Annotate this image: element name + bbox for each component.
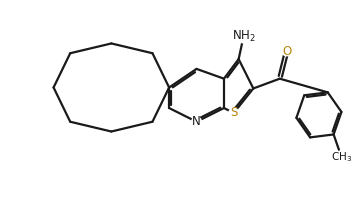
Text: CH$_3$: CH$_3$ (331, 150, 352, 164)
Circle shape (282, 47, 291, 56)
Text: O: O (282, 45, 291, 58)
Circle shape (192, 117, 201, 127)
Text: N: N (192, 115, 201, 128)
Circle shape (335, 151, 348, 163)
Circle shape (229, 108, 239, 118)
Text: NH$_2$: NH$_2$ (232, 29, 256, 44)
Circle shape (237, 30, 250, 43)
Text: S: S (230, 106, 238, 119)
